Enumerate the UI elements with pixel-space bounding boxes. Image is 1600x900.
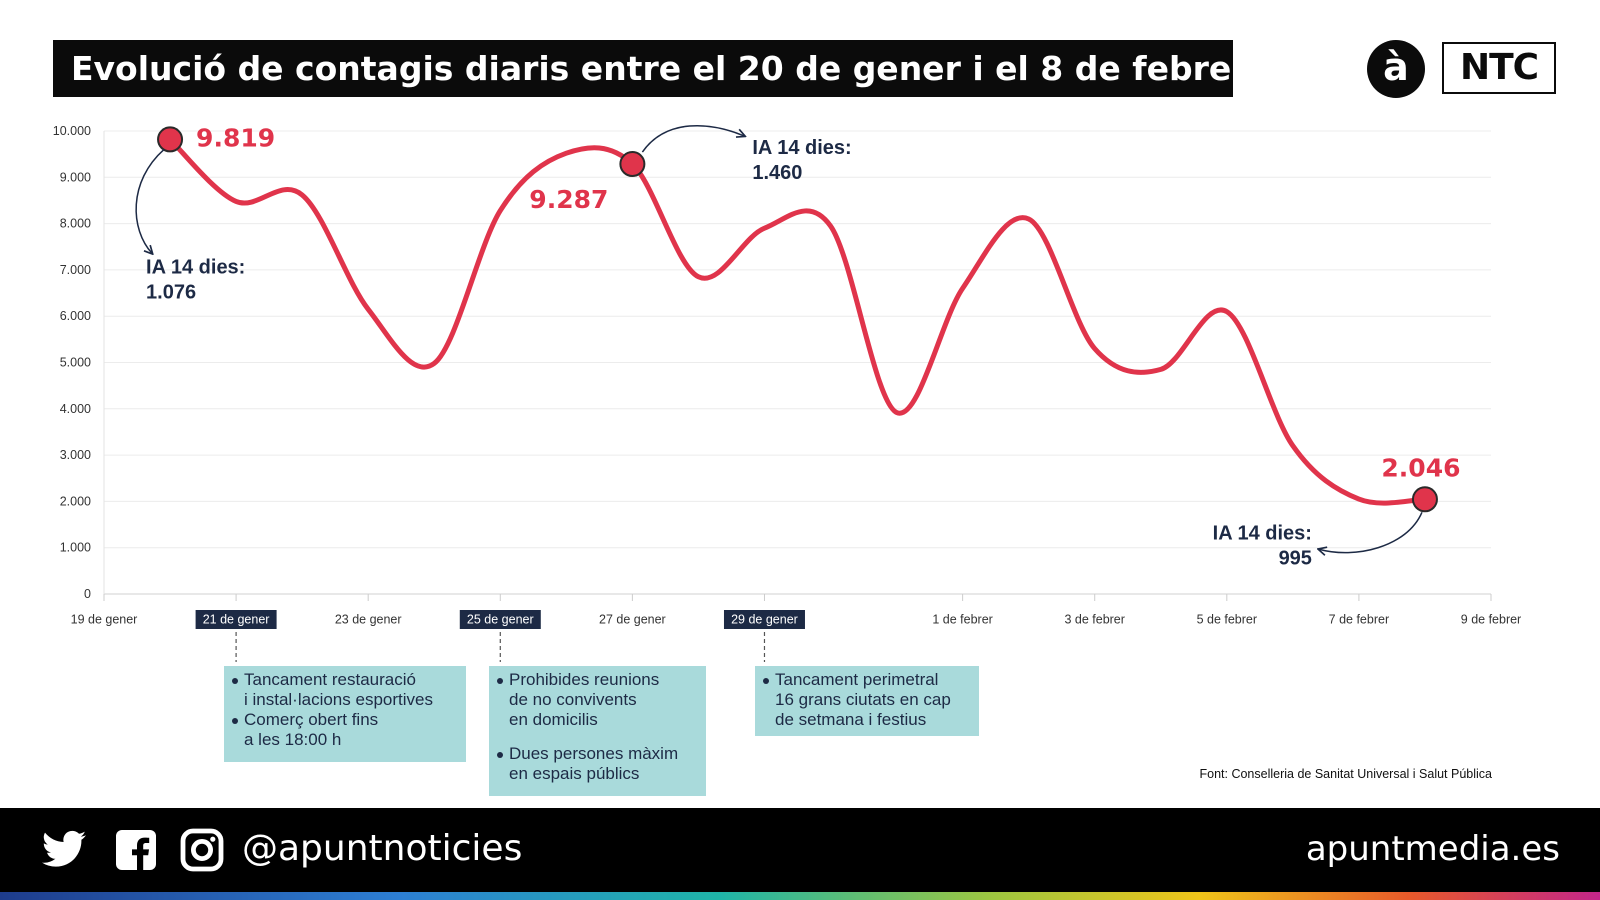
highlight-point [619,151,646,178]
social-handle[interactable]: @apuntnoticies [242,828,523,869]
y-tick-label: 3.000 [60,448,91,462]
ia-note-value: 1.460 [752,162,802,184]
ia-note-value: 995 [1279,547,1312,569]
y-tick-label: 9.000 [60,170,91,184]
y-tick-label: 8.000 [60,217,91,231]
date-badge [195,610,277,629]
annotations: 9.819 IA 14 dies: 1.076 9.287 IA 14 dies: 1.4… [135,123,1460,569]
facebook-icon[interactable] [112,826,160,874]
x-tick-label: 3 de febrer [1064,613,1124,627]
apunt-logo: à [1367,40,1425,98]
axes: 0 1.000 2.000 3.000 4.000 5.000 6.000 7.000 8.00… [53,124,1521,662]
note-arrow [641,124,744,153]
y-tick-label: 0 [84,587,91,601]
x-tick-label: 7 de febrer [1329,613,1389,627]
x-tick-label: 9 de febrer [1461,613,1521,627]
measures-box-3: Tancament perimetral 16 grans ciutats en… [755,666,979,736]
x-tick-label: 27 de gener [599,613,666,627]
ia-note-label: IA 14 dies: [1213,522,1312,544]
point-value-label: 9.819 [196,123,275,152]
highlight-point [157,126,184,153]
source-note: Font: Conselleria de Sanitat Universal i… [1199,767,1492,781]
website-link[interactable]: apuntmedia.es [1305,829,1560,869]
measure-item: Comerç obert fins a les 18:00 h [232,710,460,750]
footer-bar: @apuntnoticies apuntmedia.es [0,808,1600,900]
line-chart: 0 1.000 2.000 3.000 4.000 5.000 6.000 7.000 8.00… [53,123,1521,662]
y-tick-label: 4.000 [60,402,91,416]
x-tick-label: 23 de gener [335,613,402,627]
highlight-point [1411,486,1438,513]
x-tick-label: 25 de gener [467,613,534,627]
measures-box-2: Prohibides reunions de no convivents en … [489,666,706,796]
note-arrow [1319,511,1423,552]
rainbow-stripe [0,892,1600,900]
point-value-label: 9.287 [529,185,608,214]
ia-note-label: IA 14 dies: [752,137,851,159]
date-badge [723,610,805,629]
ia-note-label: IA 14 dies: [146,256,245,278]
y-tick-label: 2.000 [60,494,91,508]
x-tick-label: 29 de gener [731,613,798,627]
y-tick-label: 7.000 [60,263,91,277]
x-tick-label: 19 de gener [71,613,138,627]
series-line [167,136,1428,506]
measure-item: Tancament perimetral 16 grans ciutats en… [763,670,973,730]
measures-box-1: Tancament restauració i instal·lacions e… [224,666,466,762]
ntc-logo: NTC [1442,42,1556,94]
y-tick-label: 10.000 [53,124,91,138]
date-badge [459,610,541,629]
instagram-icon[interactable] [178,826,226,874]
measure-item: Prohibides reunions de no convivents en … [497,670,700,730]
twitter-icon[interactable] [40,826,88,874]
point-value-label: 2.046 [1381,453,1460,482]
apunt-logo-text: à [1383,45,1409,89]
y-tick-label: 6.000 [60,309,91,323]
y-tick-label: 5.000 [60,356,91,370]
x-tick-label: 5 de febrer [1197,613,1257,627]
measure-item: Tancament restauració i instal·lacions e… [232,670,460,710]
ia-note-value: 1.076 [146,281,196,303]
series-layer [167,136,1428,506]
grid [103,130,1491,595]
note-arrow [135,148,165,253]
measure-item: Dues persones màxim en espais públics [497,744,700,784]
chart-title: Evolució de contagis diaris entre el 20 … [53,40,1248,97]
x-tick-label: 1 de febrer [932,613,992,627]
y-tick-label: 1.000 [60,541,91,555]
x-tick-label: 21 de gener [203,613,270,627]
